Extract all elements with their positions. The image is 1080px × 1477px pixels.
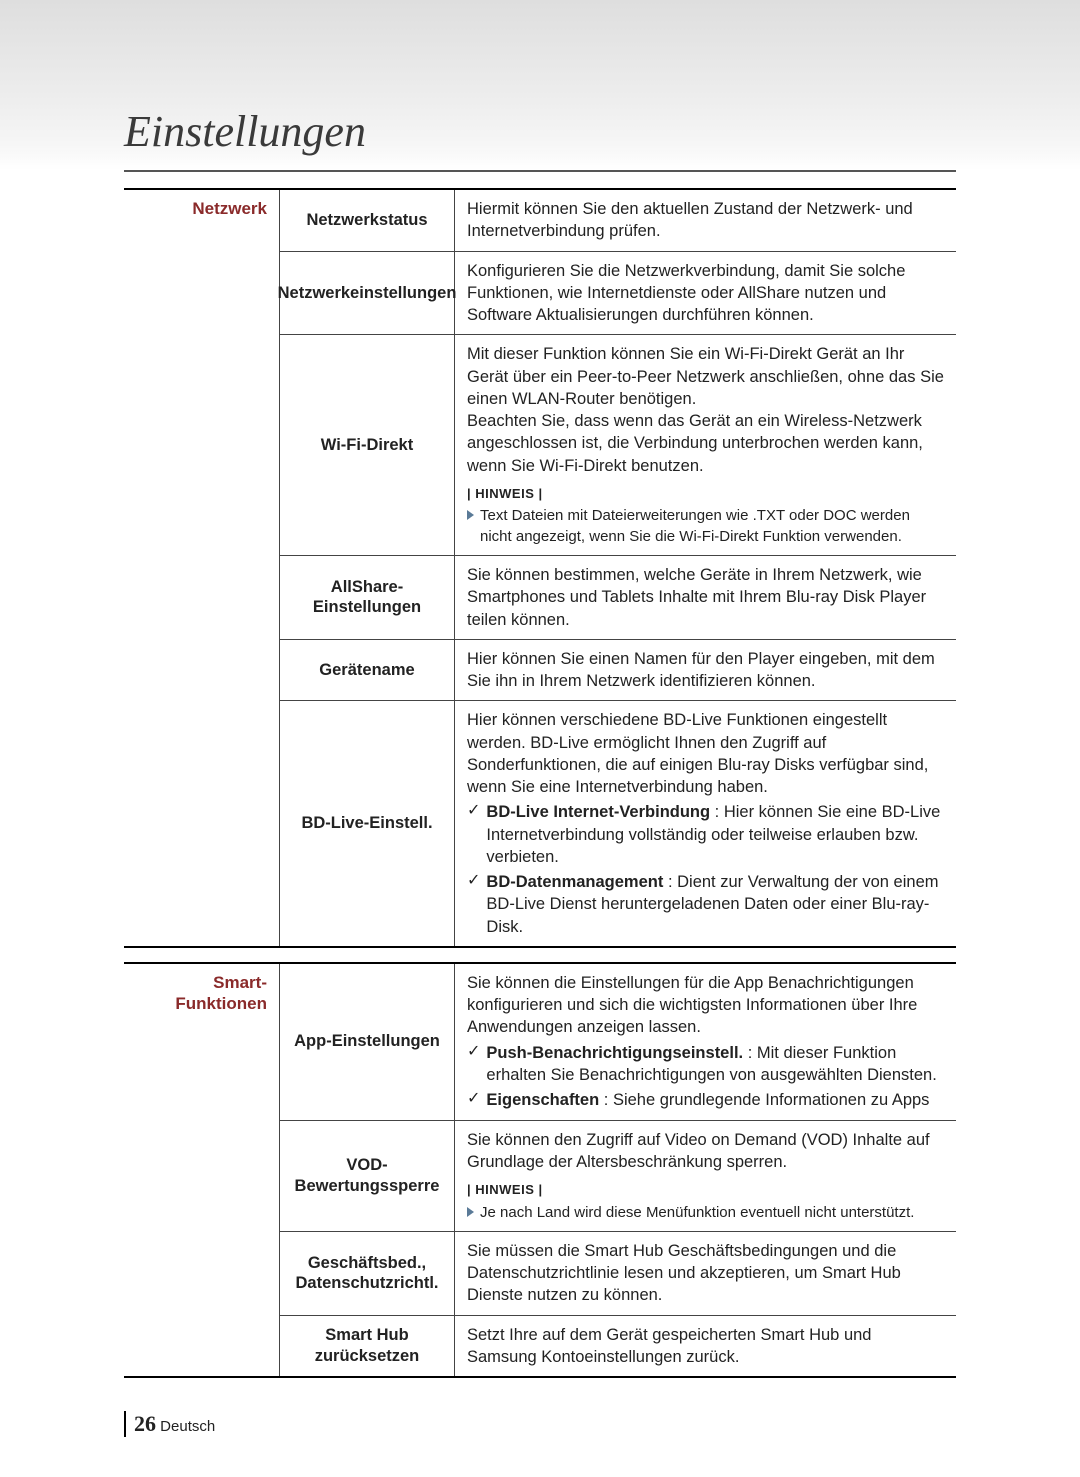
- page-number: 26: [134, 1411, 156, 1436]
- sub-item-text: Push-Benachrichtigungseinstell. : Mit di…: [486, 1042, 944, 1087]
- sub-item: ✓ Push-Benachrichtigungseinstell. : Mit d…: [467, 1042, 944, 1087]
- check-icon: ✓: [467, 1089, 480, 1110]
- triangle-icon: [467, 1207, 474, 1217]
- sub-item-text: BD-Datenmanagement : Dient zur Verwaltun…: [486, 871, 944, 938]
- setting-name: Gerätename: [280, 640, 455, 701]
- sub-item: ✓ BD-Datenmanagement : Dient zur Verwaltu…: [467, 871, 944, 938]
- setting-name: AllShare-Einstellungen: [280, 556, 455, 639]
- setting-name: Smart Hub zurücksetzen: [280, 1316, 455, 1377]
- setting-description: Hier können verschiedene BD-Live Funktio…: [455, 701, 956, 946]
- sub-item-text: Eigenschaften : Siehe grundlegende Infor…: [486, 1089, 944, 1111]
- settings-row: App-EinstellungenSie können die Einstell…: [280, 964, 956, 1120]
- settings-row: Smart Hub zurücksetzenSetzt Ihre auf dem…: [280, 1315, 956, 1377]
- category-label: Netzwerk: [124, 190, 279, 946]
- setting-description: Mit dieser Funktion können Sie ein Wi-Fi…: [455, 335, 956, 555]
- page-footer: 26 Deutsch: [124, 1411, 215, 1437]
- category-label: Smart-Funktionen: [124, 964, 279, 1376]
- note-text: Text Dateien mit Dateierweiterungen wie …: [480, 506, 944, 547]
- settings-row: NetzwerkstatusHiermit können Sie den akt…: [280, 190, 956, 251]
- page-title: Einstellungen: [124, 106, 366, 157]
- page-language: Deutsch: [160, 1418, 215, 1435]
- setting-description: Setzt Ihre auf dem Gerät gespeicherten S…: [455, 1316, 956, 1377]
- setting-name: VOD-Bewertungssperre: [280, 1121, 455, 1231]
- rows-column: NetzwerkstatusHiermit können Sie den akt…: [279, 190, 956, 946]
- setting-name: Netzwerkeinstellungen: [280, 252, 455, 335]
- hinweis-label: HINWEIS: [467, 485, 944, 503]
- settings-row: Wi-Fi-DirektMit dieser Funktion können S…: [280, 334, 956, 555]
- sub-item: ✓ Eigenschaften : Siehe grundlegende Info…: [467, 1089, 944, 1111]
- note-item: Text Dateien mit Dateierweiterungen wie …: [467, 506, 944, 547]
- setting-name: Geschäftsbed., Datenschutzrichtl.: [280, 1232, 455, 1315]
- title-underline: [124, 170, 956, 172]
- sub-item: ✓ BD-Live Internet-Verbindung : Hier könn…: [467, 801, 944, 868]
- note-text: Je nach Land wird diese Menüfunktion eve…: [480, 1203, 914, 1223]
- setting-name: BD-Live-Einstell.: [280, 701, 455, 946]
- settings-row: NetzwerkeinstellungenKonfigurieren Sie d…: [280, 251, 956, 335]
- setting-name: Netzwerkstatus: [280, 190, 455, 251]
- settings-row: Geschäftsbed., Datenschutzrichtl.Sie müs…: [280, 1231, 956, 1315]
- setting-name: Wi-Fi-Direkt: [280, 335, 455, 555]
- hinweis-label: HINWEIS: [467, 1181, 944, 1199]
- note-item: Je nach Land wird diese Menüfunktion eve…: [467, 1203, 944, 1223]
- setting-description: Sie können die Einstellungen für die App…: [455, 964, 956, 1120]
- setting-description: Sie müssen die Smart Hub Geschäftsbeding…: [455, 1232, 956, 1315]
- settings-row: AllShare-EinstellungenSie können bestimm…: [280, 555, 956, 639]
- check-icon: ✓: [467, 801, 480, 822]
- sub-item-text: BD-Live Internet-Verbindung : Hier könne…: [486, 801, 944, 868]
- settings-section: NetzwerkNetzwerkstatusHiermit können Sie…: [124, 188, 956, 948]
- settings-table: NetzwerkNetzwerkstatusHiermit können Sie…: [124, 188, 956, 1378]
- rows-column: App-EinstellungenSie können die Einstell…: [279, 964, 956, 1376]
- setting-description: Sie können bestimmen, welche Geräte in I…: [455, 556, 956, 639]
- setting-description: Konfigurieren Sie die Netzwerkverbindung…: [455, 252, 956, 335]
- triangle-icon: [467, 510, 474, 520]
- settings-row: GerätenameHier können Sie einen Namen fü…: [280, 639, 956, 701]
- check-icon: ✓: [467, 871, 480, 892]
- settings-row: VOD-BewertungssperreSie können den Zugri…: [280, 1120, 956, 1231]
- setting-description: Hier können Sie einen Namen für den Play…: [455, 640, 956, 701]
- setting-description: Sie können den Zugriff auf Video on Dema…: [455, 1121, 956, 1231]
- check-icon: ✓: [467, 1042, 480, 1063]
- setting-name: App-Einstellungen: [280, 964, 455, 1120]
- setting-description: Hiermit können Sie den aktuellen Zustand…: [455, 190, 956, 251]
- settings-section: Smart-FunktionenApp-EinstellungenSie kön…: [124, 962, 956, 1378]
- settings-row: BD-Live-Einstell.Hier können verschieden…: [280, 700, 956, 946]
